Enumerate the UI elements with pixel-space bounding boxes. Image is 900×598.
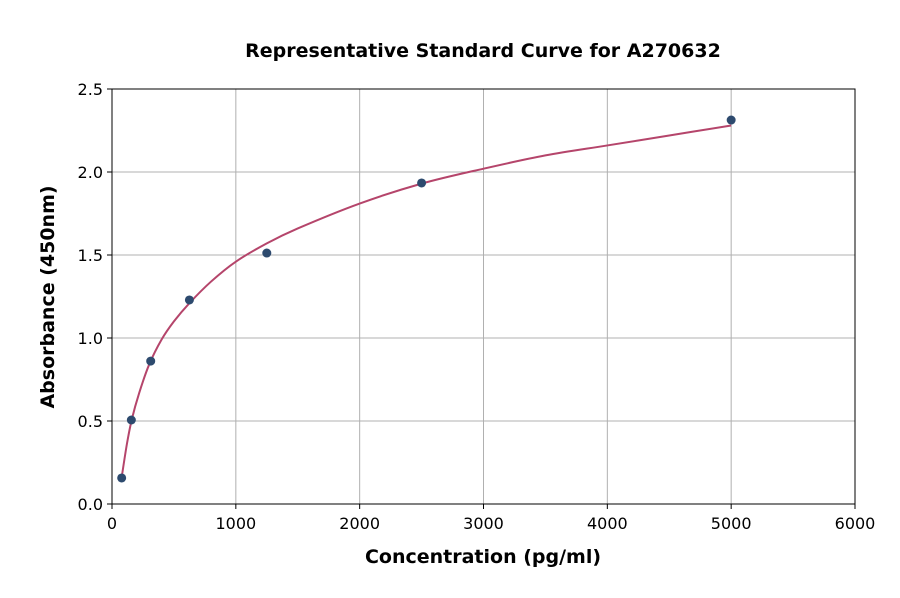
y-tick-label: 1.5	[78, 246, 103, 265]
chart-title: Representative Standard Curve for A27063…	[245, 40, 721, 62]
data-point	[417, 178, 427, 188]
y-axis-label: Absorbance (450nm)	[37, 185, 59, 408]
y-tick-label: 2.0	[78, 163, 103, 182]
x-tick-label: 6000	[835, 514, 876, 533]
x-tick-label: 2000	[339, 514, 380, 533]
data-point	[262, 248, 272, 258]
data-point	[184, 295, 194, 305]
fit-curve	[120, 124, 732, 478]
grid	[111, 88, 856, 505]
data-point	[726, 115, 736, 125]
x-tick-label: 0	[107, 514, 117, 533]
x-tick-label: 4000	[587, 514, 628, 533]
y-tick-label: 1.0	[78, 329, 103, 348]
data-point	[126, 415, 136, 425]
x-axis-label: Concentration (pg/ml)	[365, 546, 601, 568]
y-tick-label: 2.5	[78, 80, 103, 99]
x-tick-label: 3000	[463, 514, 504, 533]
data-point	[146, 356, 156, 366]
x-tick-label: 1000	[215, 514, 256, 533]
y-tick-label: 0.5	[78, 412, 103, 431]
y-tick-label: 0.0	[78, 495, 103, 514]
ticks: 0 1000 2000 3000 4000 5000 6000 0.0 0.5 1.0 1.5 2.0…	[78, 80, 876, 533]
data-point	[117, 473, 127, 483]
x-tick-label: 5000	[711, 514, 752, 533]
data-points	[117, 115, 736, 483]
